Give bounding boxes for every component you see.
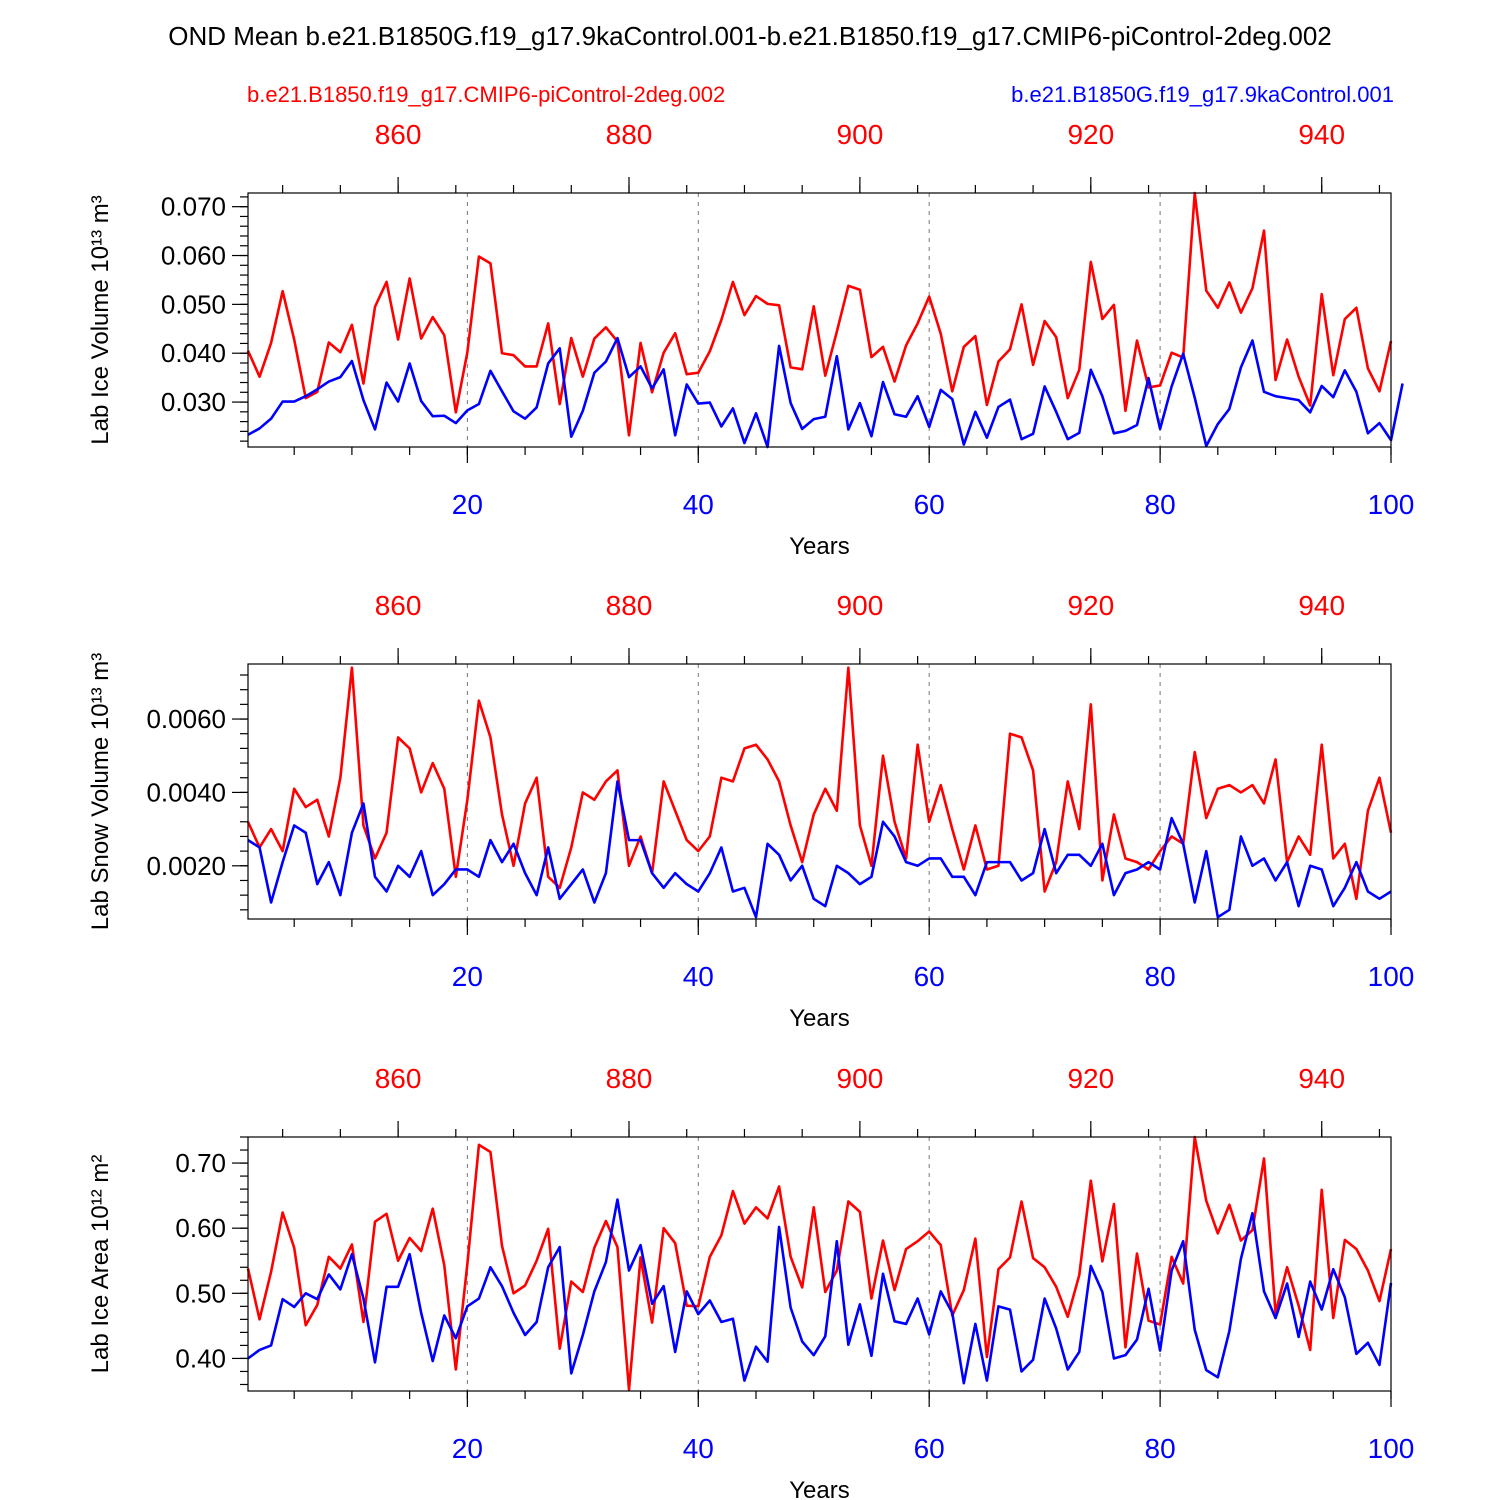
- panel-ice-area: 0.40 0.50 0.60 0.70 20 40 60 80 100 860 880 900 920 9…: [87, 1063, 1414, 1500]
- x-tick-label: 60: [914, 1433, 945, 1464]
- y-tick-label: 0.50: [175, 1278, 226, 1308]
- x-tick-label: 80: [1145, 961, 1176, 992]
- x-tick-label: 20: [452, 1433, 483, 1464]
- top-tick-label: 900: [837, 119, 884, 150]
- x-tick-label: 80: [1145, 489, 1176, 520]
- top-tick-label: 900: [837, 590, 884, 621]
- plot-frame: [247, 192, 1392, 448]
- x-axis-label: Years: [789, 1477, 850, 1500]
- x-tick-label: 60: [914, 961, 945, 992]
- x-tick-label: 100: [1368, 489, 1415, 520]
- x-tick-label: 20: [452, 961, 483, 992]
- series-line-experiment: [247, 1198, 1393, 1385]
- top-tick-label: 900: [837, 1063, 884, 1094]
- series-line-control: [246, 666, 1393, 901]
- top-tick-label: 940: [1298, 590, 1345, 621]
- top-tick-label: 920: [1067, 590, 1114, 621]
- x-tick-label: 40: [683, 1433, 714, 1464]
- y-axis-label: Lab Snow Volume 10¹³ m³: [87, 653, 114, 930]
- x-tick-label: 60: [914, 489, 945, 520]
- top-tick-label: 940: [1298, 119, 1345, 150]
- x-tick-label: 40: [683, 489, 714, 520]
- plot-frame: [247, 663, 1392, 920]
- y-tick-label: 0.0020: [146, 851, 226, 881]
- top-tick-label: 940: [1298, 1063, 1345, 1094]
- top-tick-label: 860: [375, 590, 422, 621]
- y-axis-label: Lab Ice Volume 10¹³ m³: [87, 195, 114, 444]
- y-tick-label: 0.040: [161, 338, 226, 368]
- series-line-experiment: [247, 336, 1404, 449]
- top-tick-label: 880: [606, 1063, 653, 1094]
- x-tick-label: 100: [1368, 961, 1415, 992]
- figure-title: OND Mean b.e21.B1850G.f19_g17.9kaControl…: [168, 21, 1332, 51]
- plot-frame: [247, 1136, 1392, 1392]
- series-line-control: [246, 191, 1393, 437]
- y-tick-label: 0.0060: [146, 704, 226, 734]
- x-tick-label: 20: [452, 489, 483, 520]
- y-tick-label: 0.060: [161, 241, 226, 271]
- series-line-experiment: [247, 780, 1392, 919]
- x-axis-label: Years: [789, 533, 850, 560]
- y-tick-label: 0.60: [175, 1213, 226, 1243]
- top-tick-label: 860: [375, 1063, 422, 1094]
- y-tick-label: 0.030: [161, 387, 226, 417]
- y-tick-label: 0.70: [175, 1148, 226, 1178]
- y-axis-label: Lab Ice Area 10¹² m²: [87, 1155, 114, 1374]
- y-tick-label: 0.40: [175, 1343, 226, 1373]
- panel-snow-volume: 0.0020 0.0040 0.0060 20 40 60 80 100 860 880 900 92…: [87, 590, 1414, 1032]
- legend-control: b.e21.B1850.f19_g17.CMIP6-piControl-2deg…: [247, 82, 725, 107]
- y-tick-label: 0.050: [161, 289, 226, 319]
- x-tick-label: 40: [683, 961, 714, 992]
- series-line-control: [246, 1135, 1393, 1391]
- x-tick-label: 100: [1368, 1433, 1415, 1464]
- top-tick-label: 920: [1067, 1063, 1114, 1094]
- top-tick-label: 880: [606, 590, 653, 621]
- y-tick-label: 0.070: [161, 192, 226, 222]
- x-axis-label: Years: [789, 1005, 850, 1032]
- y-tick-label: 0.0040: [146, 777, 226, 807]
- top-tick-label: 880: [606, 119, 653, 150]
- x-tick-label: 80: [1145, 1433, 1176, 1464]
- top-tick-label: 920: [1067, 119, 1114, 150]
- legend-experiment: b.e21.B1850G.f19_g17.9kaControl.001: [1011, 82, 1394, 107]
- top-tick-label: 860: [375, 119, 422, 150]
- panel-ice-volume: 0.030 0.040 0.050 0.060 0.070 20 40 60 80 100 860 8…: [87, 119, 1414, 560]
